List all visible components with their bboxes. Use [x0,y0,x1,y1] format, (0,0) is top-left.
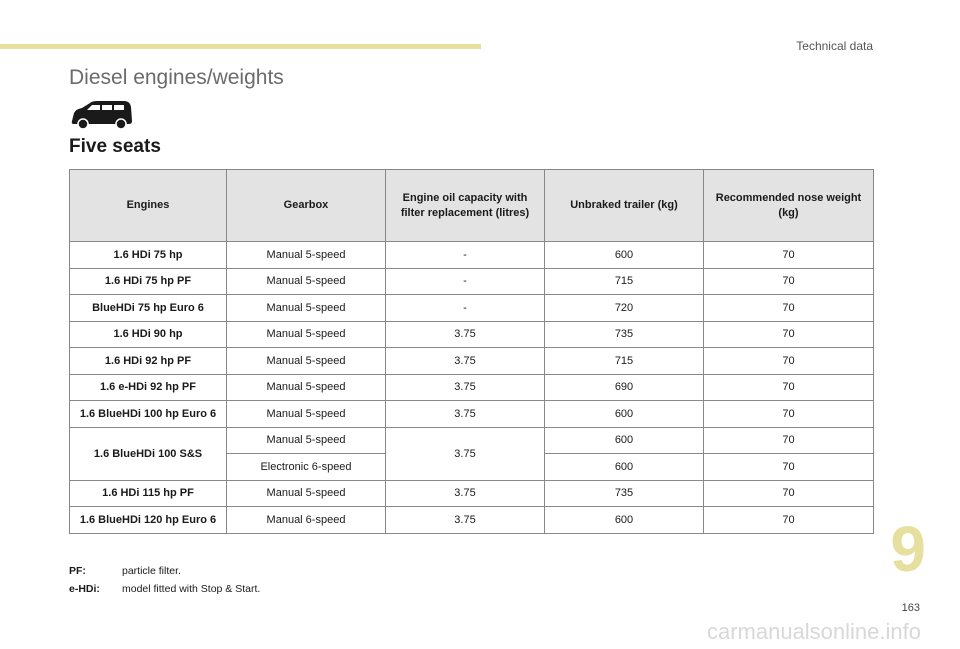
footnote-text: particle filter. [122,565,181,577]
unbraked-trailer-cell: 600 [544,400,704,428]
engine-cell: BlueHDi 75 hp Euro 6 [69,294,227,322]
table-row: 1.6 BlueHDi 120 hp Euro 6 Manual 6-speed… [69,506,874,534]
table-header-row: Engines Gearbox Engine oil capacity with… [69,169,874,242]
unbraked-trailer-cell: 715 [544,347,704,375]
gearbox-cell: Manual 5-speed [226,426,386,454]
unbraked-trailer-cell: 690 [544,373,704,401]
footnote: PF: particle filter. [69,562,260,580]
table-row: Electronic 6-speed 600 70 [70,453,874,481]
oil-capacity-cell: 3.75 [385,506,545,534]
table-row: 1.6 BlueHDi 100 hp Euro 6 Manual 5-speed… [69,400,874,428]
engine-weights-table: Engines Gearbox Engine oil capacity with… [69,169,874,534]
nose-weight-cell: 70 [703,241,874,269]
table-row: BlueHDi 75 hp Euro 6 Manual 5-speed - 72… [69,294,874,322]
engine-cell: 1.6 BlueHDi 100 S&S [69,426,227,481]
gearbox-cell: Manual 5-speed [226,373,386,401]
engine-cell: 1.6 HDi 75 hp PF [69,267,227,295]
unbraked-trailer-cell: 715 [544,267,704,295]
unbraked-trailer-cell: 735 [544,320,704,348]
footnote: e-HDi: model fitted with Stop & Start. [69,580,260,598]
watermark: carmanualsonline.info [706,619,921,644]
nose-weight-cell: 70 [703,373,874,401]
nose-weight-cell: 70 [703,506,874,534]
unbraked-trailer-cell: 600 [544,426,704,454]
gearbox-cell: Manual 5-speed [226,320,386,348]
unbraked-trailer-cell: 600 [544,241,704,269]
gearbox-cell: Manual 5-speed [226,267,386,295]
column-header-gearbox: Gearbox [226,169,386,242]
oil-capacity-cell: - [385,267,545,295]
table-row: 1.6 HDi 90 hp Manual 5-speed 3.75 735 70 [69,320,874,348]
oil-capacity-cell: 3.75 [385,347,545,375]
table-row: 1.6 BlueHDi 100 S&S Manual 5-speed 3.75 … [69,426,874,481]
gearbox-cell: Manual 6-speed [226,506,386,534]
column-header-nose-weight: Recommended nose weight (kg) [703,169,874,242]
nose-weight-cell: 70 [703,479,874,507]
column-header-unbraked-trailer: Unbraked trailer (kg) [544,169,704,242]
table-row: 1.6 HDi 75 hp Manual 5-speed - 600 70 [69,241,874,269]
oil-capacity-cell: - [385,294,545,322]
section-label: Technical data [796,39,873,53]
engine-cell: 1.6 e-HDi 92 hp PF [69,373,227,401]
footnotes: PF: particle filter. e-HDi: model fitted… [69,562,260,598]
page-title: Diesel engines/weights [69,66,284,89]
unbraked-trailer-cell: 720 [544,294,704,322]
footnote-key: PF: [69,565,86,577]
oil-capacity-cell: 3.75 [385,426,545,481]
footnote-text: model fitted with Stop & Start. [122,583,261,595]
chapter-number: 9 [890,513,926,585]
engine-cell: 1.6 HDi 92 hp PF [69,347,227,375]
gearbox-cell: Manual 5-speed [226,241,386,269]
page-number: 163 [901,602,920,614]
oil-capacity-cell: 3.75 [385,479,545,507]
nose-weight-cell: 70 [703,453,874,481]
engine-cell: 1.6 BlueHDi 100 hp Euro 6 [69,400,227,428]
engine-cell: 1.6 HDi 75 hp [69,241,227,269]
gearbox-cell: Manual 5-speed [226,294,386,322]
table-row: 1.6 e-HDi 92 hp PF Manual 5-speed 3.75 6… [69,373,874,401]
nose-weight-cell: 70 [703,347,874,375]
table-row: 1.6 HDi 92 hp PF Manual 5-speed 3.75 715… [69,347,874,375]
van-icon [71,101,132,130]
footnote-key: e-HDi: [69,583,100,595]
nose-weight-cell: 70 [703,426,874,454]
oil-capacity-cell: 3.75 [385,320,545,348]
oil-capacity-cell: 3.75 [385,373,545,401]
gearbox-cell: Manual 5-speed [226,347,386,375]
gearbox-cell: Manual 5-speed [226,400,386,428]
engine-cell: 1.6 HDi 90 hp [69,320,227,348]
unbraked-trailer-cell: 600 [544,506,704,534]
oil-capacity-cell: - [385,241,545,269]
gearbox-cell: Manual 5-speed [226,479,386,507]
table-row: 1.6 HDi 115 hp PF Manual 5-speed 3.75 73… [69,479,874,507]
unbraked-trailer-cell: 600 [544,453,704,481]
unbraked-trailer-cell: 735 [544,479,704,507]
engine-cell: 1.6 BlueHDi 120 hp Euro 6 [69,506,227,534]
column-header-engines: Engines [69,169,227,242]
nose-weight-cell: 70 [703,320,874,348]
column-header-oil-capacity: Engine oil capacity with filter replacem… [385,169,545,242]
nose-weight-cell: 70 [703,294,874,322]
nose-weight-cell: 70 [703,267,874,295]
engine-cell: 1.6 HDi 115 hp PF [69,479,227,507]
subtitle: Five seats [69,136,161,157]
nose-weight-cell: 70 [703,400,874,428]
gearbox-cell: Electronic 6-speed [226,453,386,481]
oil-capacity-cell: 3.75 [385,400,545,428]
header-accent-bar [0,44,481,49]
table-row: 1.6 HDi 75 hp PF Manual 5-speed - 715 70 [69,267,874,295]
